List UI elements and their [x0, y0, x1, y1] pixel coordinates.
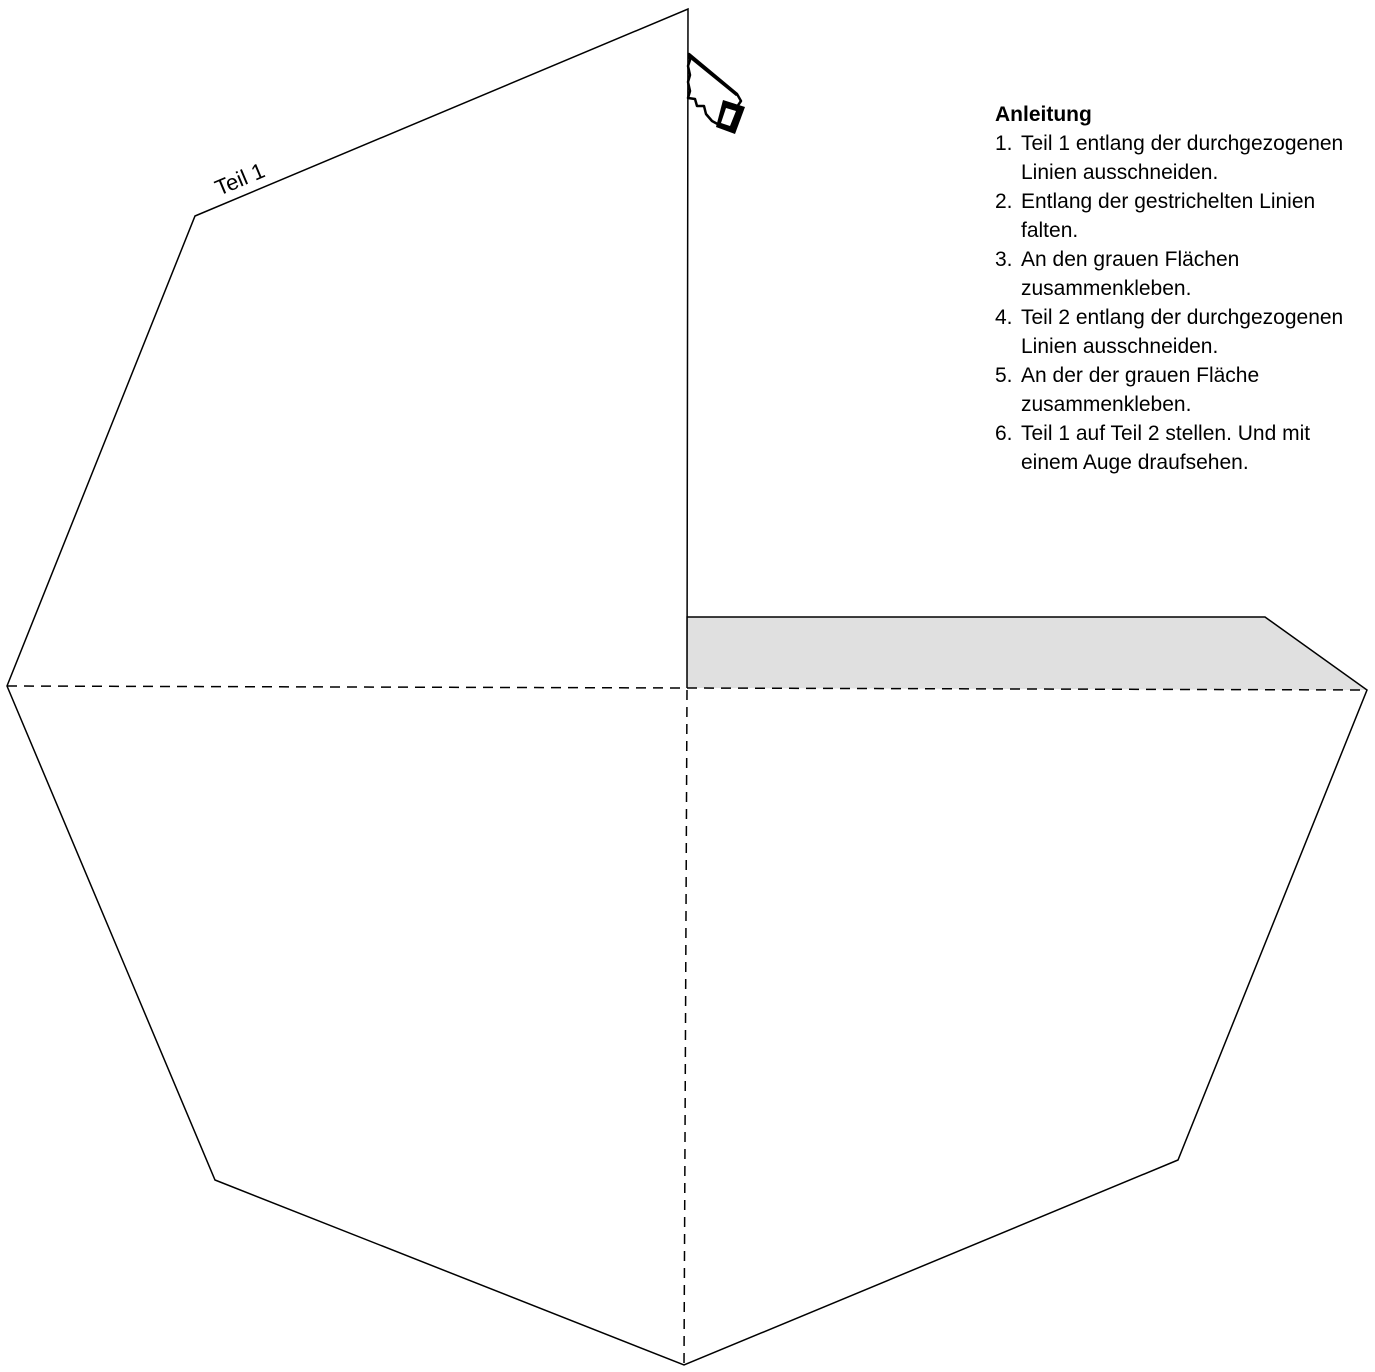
step-number: 6.	[995, 422, 1013, 445]
fold-line-horizontal	[6, 685, 1368, 691]
step-number: 3.	[995, 248, 1013, 271]
step-text: Teil 2 entlang der durchgezogenen Linien…	[1021, 306, 1344, 358]
part-label: Teil 1	[211, 158, 268, 201]
instruction-step: 4. Teil 2 entlang der durchgezogenen Lin…	[995, 303, 1371, 361]
instruction-step: 2. Entlang der gestrichelten Linien falt…	[995, 187, 1371, 245]
step-number: 4.	[995, 306, 1013, 329]
instructions-title: Anleitung	[995, 103, 1092, 126]
instruction-step: 6. Teil 1 auf Teil 2 stellen. Und mit ei…	[995, 419, 1371, 477]
instructions-panel: Anleitung 1. Teil 1 entlang der durchgez…	[995, 100, 1371, 477]
step-number: 2.	[995, 190, 1013, 213]
step-number: 1.	[995, 132, 1013, 155]
fold-line-vertical	[683, 689, 688, 1366]
step-text: Entlang der gestrichelten Linien falten.	[1021, 190, 1316, 242]
instruction-step: 1. Teil 1 entlang der durchgezogenen Lin…	[995, 129, 1371, 187]
instruction-step: 5. An der der grauen Fläche zusammenkleb…	[995, 361, 1371, 419]
step-text: An den grauen Flächen zusammenkleben.	[1021, 248, 1240, 300]
instructions-list: 1. Teil 1 entlang der durchgezogenen Lin…	[995, 129, 1371, 477]
step-number: 5.	[995, 364, 1013, 387]
glue-area	[687, 617, 1367, 690]
step-text: Teil 1 entlang der durchgezogenen Linien…	[1021, 132, 1344, 184]
instruction-step: 3. An den grauen Flächen zusammenkleben.	[995, 245, 1371, 303]
cut-line-outline	[6, 7, 1368, 1366]
step-text: An der der grauen Fläche zusammenkleben.	[1021, 364, 1260, 416]
step-text: Teil 1 auf Teil 2 stellen. Und mit einem…	[1021, 422, 1311, 474]
saw-icon	[686, 52, 745, 134]
